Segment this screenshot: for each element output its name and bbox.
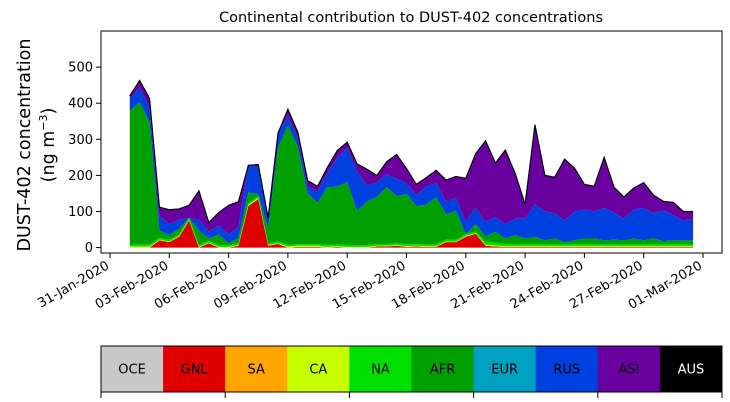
area-afr	[129, 102, 694, 246]
colorbar-swatch-sa	[225, 346, 288, 392]
y-axis-label-line2: (ng m−3)	[37, 108, 59, 183]
colorbar-label-gnl: GNL	[181, 363, 209, 378]
area-rus	[129, 87, 694, 244]
area-gnl	[129, 198, 694, 248]
chart-title: Continental contribution to DUST-402 con…	[219, 10, 603, 26]
colorbar-swatch-afr	[411, 346, 474, 392]
colorbar-swatch-gnl	[163, 346, 226, 392]
y-axis: 0 100 200 300 400 500	[68, 61, 101, 256]
colorbar-label-rus: RUS	[553, 363, 580, 378]
colorbar-frame	[100, 345, 723, 393]
colorbar-swatch-na	[349, 346, 412, 392]
colorbar-label-asi: ASI	[618, 363, 639, 378]
area-asi	[129, 80, 694, 235]
colorbar-swatch-rus	[535, 346, 599, 392]
colorbar-swatch-asi	[597, 346, 661, 392]
x-axis: 31-Jan-202003-Feb-202006-Feb-202009-Feb-…	[35, 253, 705, 313]
colorbar-label-eur: EUR	[491, 363, 518, 378]
colorbar-swatch-aus	[659, 346, 723, 392]
y-axis-unit-suffix: )	[39, 108, 59, 115]
colorbar-label-na: NA	[371, 363, 390, 378]
y-tick-label: 200	[68, 169, 93, 184]
y-tick-label: 300	[68, 133, 93, 148]
y-tick-label: 500	[68, 61, 93, 76]
colorbar-label-sa: SA	[248, 363, 265, 378]
y-axis-unit-sup: −3	[37, 114, 50, 130]
colorbar-swatch-oce	[101, 346, 164, 392]
y-tick-label: 400	[68, 97, 93, 112]
y-axis-label: DUST-402 concentration (ng m−3)	[15, 39, 59, 252]
colorbar-label-afr: AFR	[430, 363, 455, 378]
y-axis-unit-prefix: (ng m	[39, 131, 59, 183]
region-colorbar-legend: OCE GNL SA CA NA AFR EUR RUS ASI AUS	[100, 345, 723, 398]
plot-area	[129, 79, 694, 248]
y-tick-label: 100	[68, 205, 93, 220]
plot-frame	[100, 30, 723, 254]
colorbar-label-oce: OCE	[118, 363, 146, 378]
y-tick-label: 0	[85, 241, 93, 256]
colorbar-label-aus: AUS	[678, 363, 705, 378]
colorbar-swatch-eur	[473, 346, 537, 392]
colorbar-swatch-ca	[287, 346, 350, 392]
total-line	[129, 79, 694, 224]
colorbar-label-ca: CA	[309, 363, 327, 378]
y-axis-label-line1: DUST-402 concentration	[15, 39, 35, 252]
